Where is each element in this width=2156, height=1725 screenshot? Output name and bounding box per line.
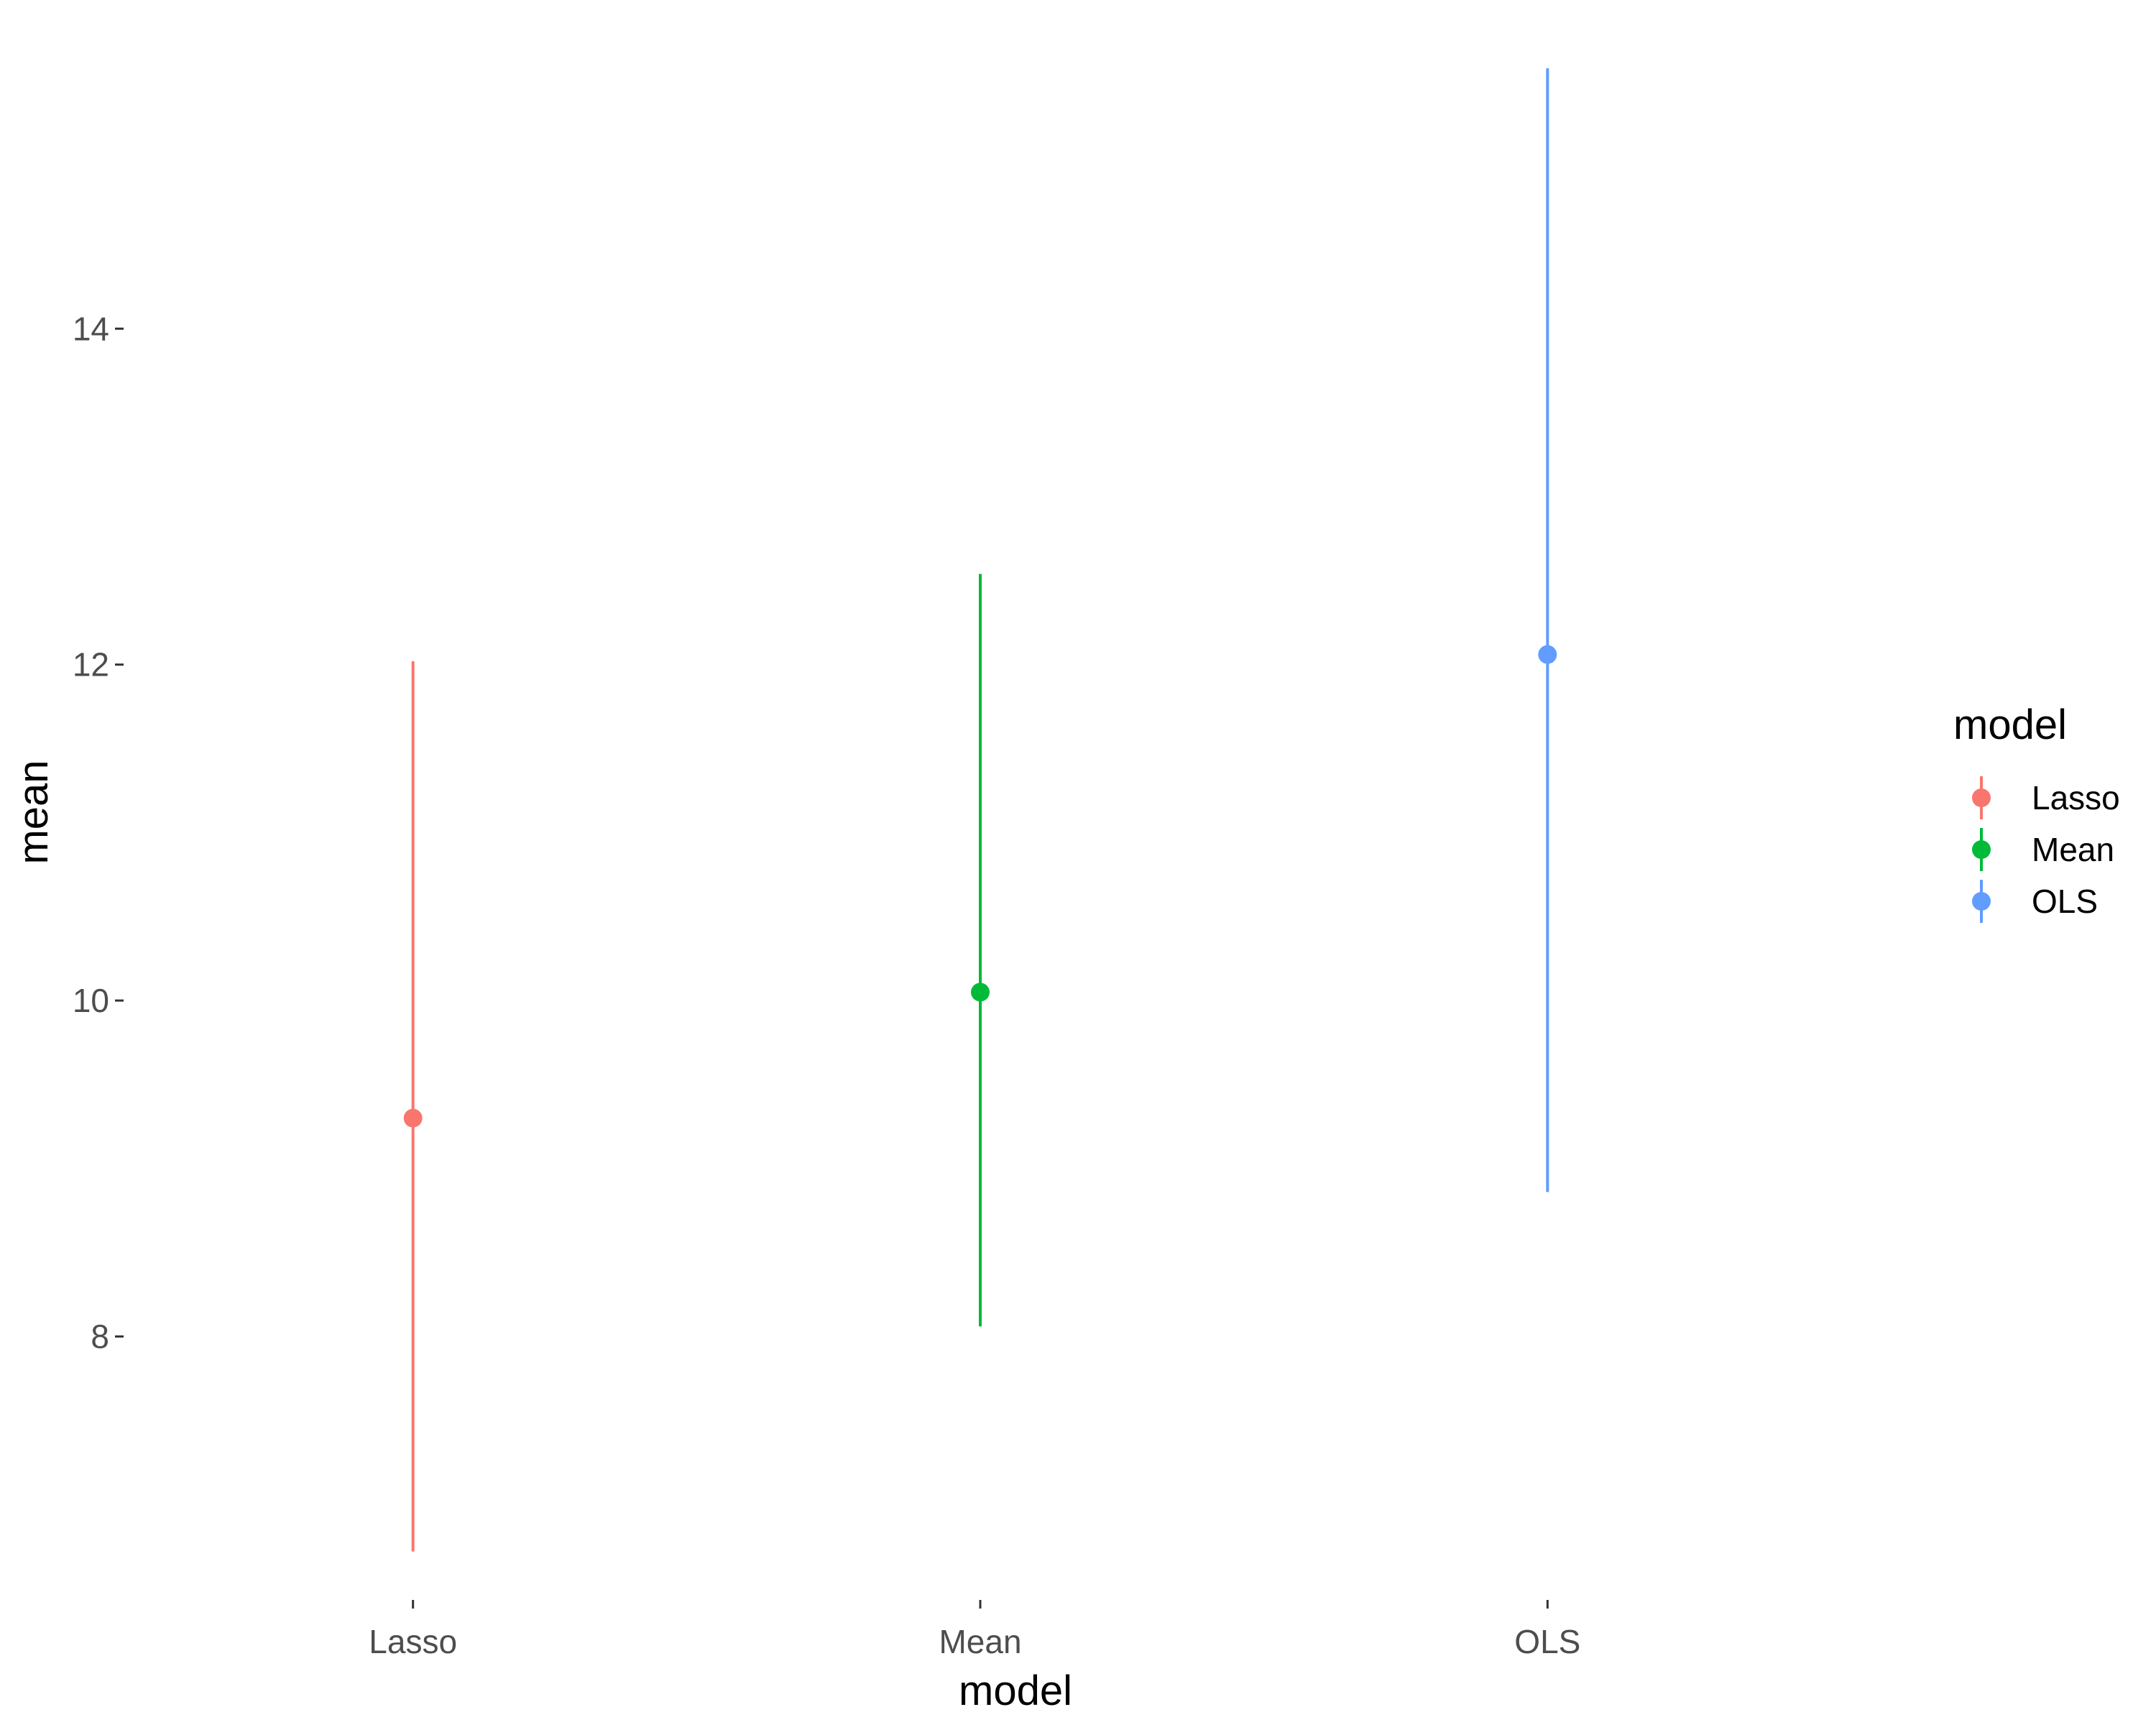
x-tick-label: OLS [1514, 1623, 1580, 1660]
y-tick-label: 8 [91, 1317, 109, 1355]
x-axis: Lasso Mean OLS [369, 1600, 1580, 1660]
point-ols [1538, 645, 1557, 664]
plot-area [403, 68, 1557, 1552]
legend-title: model [1953, 702, 2067, 748]
y-axis: 8 10 12 14 [73, 310, 124, 1355]
x-tick-label: Mean [939, 1623, 1021, 1660]
legend-label: OLS [2032, 883, 2098, 920]
legend: model Lasso Mean OLS [1953, 702, 2120, 923]
y-tick-label: 10 [73, 982, 109, 1019]
legend-key-point [1972, 788, 1991, 807]
legend-key-point [1972, 840, 1991, 859]
y-tick-label: 12 [73, 646, 109, 684]
y-tick-label: 14 [73, 310, 109, 347]
y-axis-title: mean [10, 760, 57, 864]
legend-label: Mean [2032, 831, 2114, 868]
point-mean [971, 983, 990, 1002]
point-lasso [403, 1108, 423, 1128]
legend-label: Lasso [2032, 779, 2120, 816]
legend-key-point [1972, 892, 1991, 911]
x-axis-title: model [959, 1668, 1072, 1714]
x-tick-label: Lasso [369, 1623, 457, 1660]
